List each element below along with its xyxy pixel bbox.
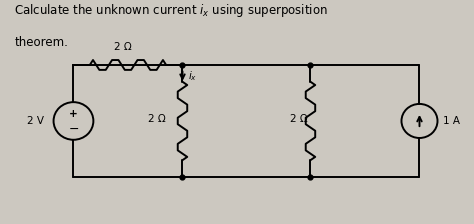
Text: 2 Ω: 2 Ω (291, 114, 308, 124)
Text: 2 V: 2 V (27, 116, 44, 126)
Text: 1 A: 1 A (443, 116, 460, 126)
Text: theorem.: theorem. (14, 36, 68, 49)
Text: Calculate the unknown current $i_x$ using superposition: Calculate the unknown current $i_x$ usin… (14, 2, 328, 19)
Text: +: + (69, 109, 78, 119)
Text: 2 Ω: 2 Ω (148, 114, 166, 124)
Text: 2 Ω: 2 Ω (114, 42, 132, 52)
Text: −: − (68, 123, 79, 136)
Text: $i_x$: $i_x$ (188, 69, 197, 83)
